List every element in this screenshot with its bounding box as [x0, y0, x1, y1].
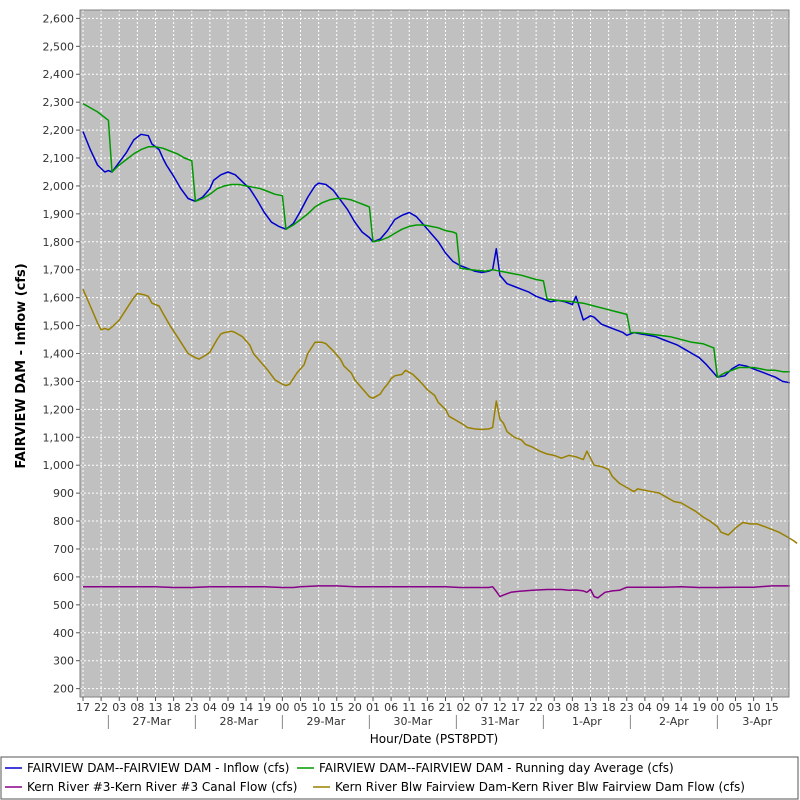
legend-item: Kern River #3-Kern River #3 Canal Flow (… [5, 780, 297, 794]
legend-label: Kern River #3-Kern River #3 Canal Flow (… [27, 780, 297, 794]
plot-area [80, 10, 789, 697]
x-tick-label: 15 [765, 701, 779, 714]
y-tick-label: 300 [53, 655, 74, 668]
series-line-1 [82, 131, 791, 384]
series-line-4 [82, 288, 798, 544]
y-tick-label: 400 [53, 627, 74, 640]
x-date-label: 28-Mar [220, 715, 259, 728]
y-tick-label: 1,200 [43, 403, 75, 416]
x-tick-label: 00 [275, 701, 289, 714]
y-tick-label: 1,700 [43, 264, 75, 277]
y-tick-label: 2,100 [43, 152, 75, 165]
series-line-2 [82, 102, 790, 378]
x-tick-label: 16 [420, 701, 434, 714]
legend-item: Kern River Blw Fairview Dam-Kern River B… [313, 780, 745, 794]
x-tick-label: 13 [584, 701, 598, 714]
x-tick-label: 19 [692, 701, 706, 714]
y-tick-label: 1,000 [43, 459, 75, 472]
x-axis-title: Hour/Date (PST8PDT) [370, 732, 498, 746]
x-tick-label: 09 [221, 701, 235, 714]
x-tick-label: 14 [674, 701, 688, 714]
y-tick-label: 700 [53, 543, 74, 556]
y-tick-label: 2,300 [43, 96, 75, 109]
x-tick-label: 20 [348, 701, 362, 714]
y-tick-label: 1,900 [43, 208, 75, 221]
y-tick-label: 500 [53, 599, 74, 612]
x-tick-label: 06 [384, 701, 398, 714]
grid-lines [80, 10, 789, 697]
x-date-label: 2-Apr [659, 715, 689, 728]
y-tick-label: 900 [53, 487, 74, 500]
y-tick-label: 1,400 [43, 348, 75, 361]
x-tick-label: 09 [656, 701, 670, 714]
x-tick-label: 22 [94, 701, 108, 714]
legend-label: FAIRVIEW DAM--FAIRVIEW DAM - Running day… [319, 761, 674, 775]
x-tick-label: 11 [402, 701, 416, 714]
y-tick-label: 1,100 [43, 431, 75, 444]
x-tick-label: 23 [620, 701, 634, 714]
y-tick-label: 2,500 [43, 40, 75, 53]
y-axis: 200 300 400 500 600 700 800 900 1,000 1,100 1,200 1… [43, 12, 80, 696]
x-tick-label: 10 [312, 701, 326, 714]
x-tick-label: 19 [257, 701, 271, 714]
x-tick-label: 23 [185, 701, 199, 714]
x-tick-label: 03 [112, 701, 126, 714]
x-tick-label: 02 [457, 701, 471, 714]
y-axis-title: FAIRVIEW DAM - Inflow (cfs) [14, 263, 29, 468]
x-date-label: 3-Apr [742, 715, 772, 728]
legend-box [0, 756, 799, 800]
legend: FAIRVIEW DAM--FAIRVIEW DAM - Inflow (cfs… [5, 761, 745, 794]
x-date-label: 27-Mar [133, 715, 172, 728]
legend-item: FAIRVIEW DAM--FAIRVIEW DAM - Inflow (cfs… [5, 761, 289, 775]
y-tick-label: 200 [53, 683, 74, 696]
x-tick-label: 17 [76, 701, 90, 714]
x-tick-label: 04 [638, 701, 652, 714]
x-tick-label: 00 [710, 701, 724, 714]
x-tick-label: 18 [167, 701, 181, 714]
y-tick-label: 1,500 [43, 320, 75, 333]
x-tick-label: 14 [239, 701, 253, 714]
y-tick-label: 2,400 [43, 68, 75, 81]
y-tick-label: 1,800 [43, 236, 75, 249]
x-tick-label: 01 [366, 701, 380, 714]
y-tick-label: 600 [53, 571, 74, 584]
x-tick-label: 17 [511, 701, 525, 714]
y-tick-label: 1,600 [43, 292, 75, 305]
y-tick-label: 1,300 [43, 375, 75, 388]
x-tick-label: 05 [729, 701, 743, 714]
x-tick-label: 08 [565, 701, 579, 714]
x-tick-label: 22 [529, 701, 543, 714]
x-date-label: 1-Apr [572, 715, 602, 728]
x-tick-label: 05 [294, 701, 308, 714]
y-tick-label: 800 [53, 515, 74, 528]
x-tick-label: 04 [203, 701, 217, 714]
y-tick-label: 2,000 [43, 180, 75, 193]
x-tick-label: 08 [130, 701, 144, 714]
x-tick-label: 13 [149, 701, 163, 714]
x-tick-label: 07 [475, 701, 489, 714]
y-tick-label: 2,600 [43, 12, 75, 25]
x-tick-label: 03 [547, 701, 561, 714]
legend-item: FAIRVIEW DAM--FAIRVIEW DAM - Running day… [297, 761, 674, 775]
x-tick-label: 10 [747, 701, 761, 714]
legend-label: FAIRVIEW DAM--FAIRVIEW DAM - Inflow (cfs… [27, 761, 289, 775]
x-date-label: 29-Mar [307, 715, 346, 728]
x-axis: 17 22 03 08 13 18 23 04 09 14 19 00 05 10 15 20 01 06 11 16… [76, 697, 779, 729]
series-line-3 [83, 585, 790, 599]
x-tick-label: 21 [439, 701, 453, 714]
x-tick-label: 15 [330, 701, 344, 714]
y-tick-label: 2,200 [43, 124, 75, 137]
legend-label: Kern River Blw Fairview Dam-Kern River B… [335, 780, 745, 794]
x-date-label: 30-Mar [394, 715, 433, 728]
series-lines [82, 102, 798, 599]
x-tick-label: 18 [602, 701, 616, 714]
x-date-label: 31-Mar [481, 715, 520, 728]
x-tick-label: 12 [493, 701, 507, 714]
